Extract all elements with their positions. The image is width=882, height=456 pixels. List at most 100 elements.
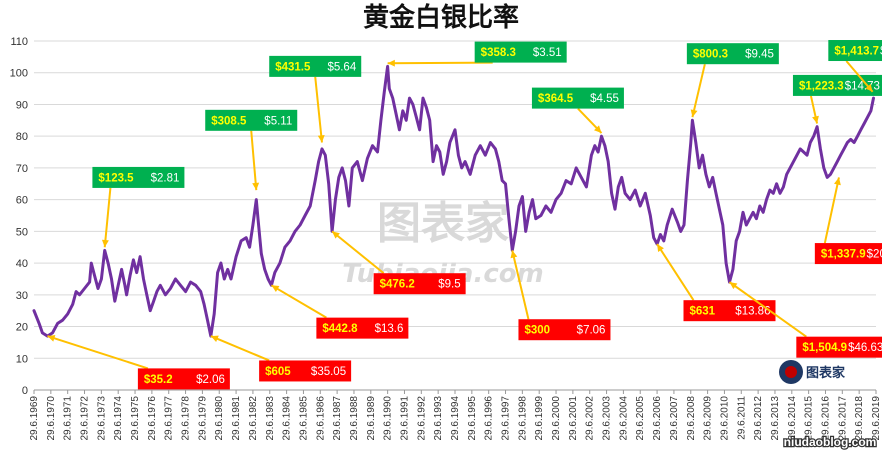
annotation-silver-price: $5.11 [264,115,292,127]
annotation-gold-price: $800.3 [693,49,728,61]
annotation-box [269,55,362,77]
y-tick-label: 50 [16,226,28,238]
y-axis-ticks: 0 10 20 30 40 50 60 70 80 90 100 110 [10,36,28,397]
x-tick-label: 29.6.2018 [854,396,865,441]
x-tick-label: 29.6.1978 [181,396,192,441]
x-tick-label: 29.6.1980 [214,396,225,441]
x-tick-label: 29.6.2006 [652,396,663,441]
annotation-arrow [656,243,695,301]
annotation-silver-price: $15.34 [880,46,882,58]
ratio-series-line [32,64,875,338]
annotation-silver-price: $9.5 [438,279,460,291]
annotation-arrow [387,61,493,65]
annotation-arrow [250,130,258,191]
annotation-box [474,41,567,63]
x-tick-label: 29.6.2013 [770,396,781,441]
x-tick-label: 29.6.2019 [871,396,882,441]
x-tick-label: 29.6.2015 [804,396,815,441]
x-tick-label: 29.6.2002 [585,396,596,441]
annotation-arrowhead-icon [101,239,109,248]
annotation-arrowhead-icon [271,285,280,292]
x-tick-label: 29.6.1975 [130,396,141,441]
x-tick-label: 29.6.1976 [147,396,158,441]
x-tick-label: 29.6.1995 [467,396,478,441]
x-tick-label: 29.6.1973 [96,396,107,441]
logo: 图表家 [779,360,846,384]
annotation-box [796,336,882,358]
annotation-box [373,273,466,295]
x-tick-label: 29.6.1999 [534,396,545,441]
annotation-gold-price: $476.2 [380,279,415,291]
annotation-silver-price: $4.55 [590,93,619,105]
annotation-arrow [691,63,706,118]
y-tick-label: 100 [10,68,28,80]
x-tick-label: 29.6.1971 [63,396,74,441]
x-tick-label: 29.6.2014 [787,396,798,441]
annotation-arrow [103,187,112,248]
y-tick-label: 80 [16,131,28,143]
x-tick-label: 29.6.1988 [349,396,360,441]
x-tick-label: 29.6.1982 [248,396,259,441]
x-tick-label: 29.6.1991 [399,396,410,441]
annotation-silver-price: $2.06 [196,374,225,386]
x-tick-label: 29.6.1989 [366,396,377,441]
annotation-silver-price: $14.73 [845,80,880,92]
annotation-box [316,317,409,339]
y-tick-label: 10 [16,353,28,365]
annotations-layer: $35.2 $2.06 $605 $35.05 $442.8 $13.6 $476.2 $9.… [47,40,882,390]
annotation-arrow [314,76,323,143]
annotation-arrowhead-icon [690,109,698,118]
x-tick-label: 29.6.1986 [315,396,326,441]
annotation-arrowhead-icon [332,231,340,239]
annotation-arrow [270,284,327,319]
annotation-box [518,319,611,341]
y-tick-label: 110 [10,36,28,48]
annotation-gold-price: $1,413.7 [834,46,879,58]
annotation-arrow [331,230,385,274]
x-tick-label: 29.6.2000 [551,396,562,441]
annotation-gold-price: $364.5 [538,93,574,105]
x-tick-label: 29.6.1994 [450,396,461,441]
annotation-arrowhead-icon [510,250,518,259]
x-tick-label: 29.6.1970 [46,396,57,441]
x-tick-label: 29.6.1977 [164,396,175,441]
x-tick-label: 29.6.1997 [501,396,512,441]
annotation-box [686,43,779,65]
annotation-silver-price: $20.31 [867,249,882,261]
annotation-silver-price: $3.51 [533,47,562,59]
annotation-box [259,360,352,382]
annotation-arrow [511,250,530,320]
annotation-arrowhead-icon [317,135,325,143]
annotation-box [205,109,298,131]
annotation-arrowhead-icon [210,335,219,343]
x-tick-label: 29.6.2010 [719,396,730,441]
x-tick-label: 29.6.2007 [669,396,680,441]
annotation-gold-price: $1,337.9 [821,249,866,261]
annotation-silver-price: $7.06 [577,325,606,337]
y-tick-label: 30 [16,290,28,302]
x-tick-label: 29.6.2005 [635,396,646,441]
annotation-gold-price: $631 [689,306,715,318]
annotation-box [137,368,230,390]
x-tick-label: 29.6.1983 [265,396,276,441]
annotation-gold-price: $35.2 [144,374,173,386]
annotation-arrow [47,335,149,370]
x-tick-label: 29.6.1985 [298,396,309,441]
annotation-arrowhead-icon [834,177,841,186]
annotation-gold-price: $431.5 [275,61,311,73]
annotation-box [92,166,185,188]
x-tick-label: 29.6.1972 [80,396,91,441]
annotation-silver-price: $13.86 [735,306,770,318]
chart-title: 黄金白银比率 [363,2,519,33]
annotation-silver-price: $5.64 [327,61,356,73]
y-tick-label: 70 [16,163,28,175]
x-tick-label: 29.6.1979 [197,396,208,441]
annotation-silver-price: $35.05 [311,366,346,378]
annotation-box [531,87,624,109]
annotation-box [828,40,882,62]
x-tick-label: 29.6.1984 [282,396,293,441]
annotation-silver-price: $9.45 [745,49,774,61]
x-tick-label: 29.6.1990 [383,396,394,441]
